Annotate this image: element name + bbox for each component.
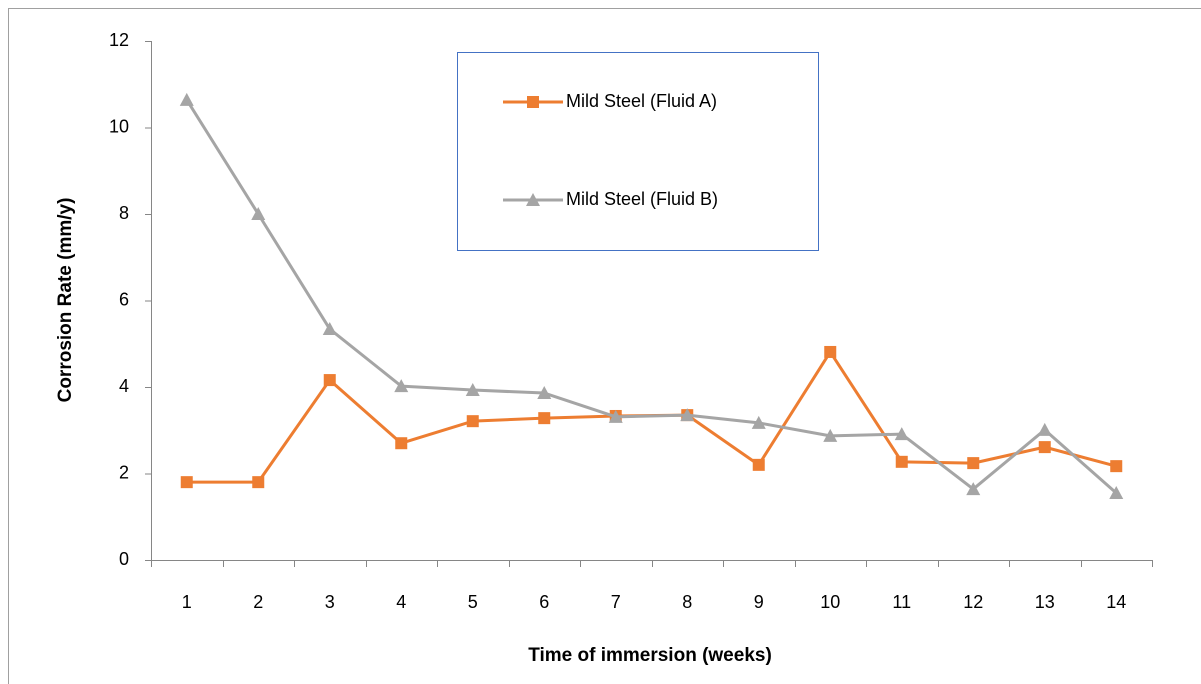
- x-tick-label: 11: [892, 592, 911, 612]
- legend-label: Mild Steel (Fluid B): [566, 189, 718, 209]
- data-point: [966, 482, 981, 496]
- data-point: [465, 383, 480, 397]
- data-point: [1109, 485, 1124, 499]
- x-tick-label: 4: [396, 592, 406, 612]
- data-point: [895, 455, 908, 468]
- y-tick-label: 2: [119, 462, 129, 482]
- x-tick-label: 1: [182, 592, 192, 612]
- data-point: [1037, 422, 1052, 436]
- series-line: [185, 99, 1118, 495]
- x-tick-label: 8: [682, 592, 692, 612]
- x-axis-title: Time of immersion (weeks): [528, 645, 772, 666]
- y-tick-label: 4: [119, 376, 129, 396]
- data-point: [823, 428, 838, 442]
- data-point: [752, 458, 765, 471]
- y-tick-label: 10: [109, 116, 129, 136]
- data-point: [608, 409, 623, 423]
- x-tick-label: 14: [1106, 592, 1126, 612]
- legend-marker: [527, 96, 539, 108]
- data-point: [680, 408, 695, 422]
- x-tick-label: 3: [325, 592, 335, 612]
- legend-marker: [526, 193, 540, 206]
- y-tick-label: 8: [119, 203, 129, 223]
- x-tick-label: 9: [754, 592, 764, 612]
- y-tick-label: 12: [109, 30, 129, 50]
- y-tick-label: 0: [119, 549, 129, 569]
- x-tick-label: 13: [1035, 592, 1055, 612]
- data-point: [252, 476, 265, 489]
- data-point: [824, 345, 837, 358]
- data-point: [179, 92, 194, 106]
- data-point: [894, 427, 909, 441]
- data-point: [751, 415, 766, 429]
- x-tick-label: 12: [963, 592, 983, 612]
- data-point: [1038, 441, 1051, 454]
- data-point: [395, 437, 408, 450]
- data-point: [394, 379, 409, 393]
- data-point: [538, 412, 551, 425]
- data-point: [251, 207, 266, 220]
- y-tick-label: 6: [119, 289, 129, 309]
- legend-label: Mild Steel (Fluid A): [566, 91, 717, 111]
- data-point: [323, 374, 336, 387]
- frame: [8, 8, 1201, 684]
- legend-box: [457, 52, 819, 251]
- data-point: [322, 322, 337, 336]
- x-tick-label: 10: [820, 592, 840, 612]
- x-tick-label: 7: [611, 592, 621, 612]
- x-tick-label: 6: [539, 592, 549, 612]
- x-tick-label: 5: [468, 592, 478, 612]
- data-point: [967, 457, 980, 470]
- data-point: [180, 476, 193, 489]
- x-tick-label: 2: [253, 592, 263, 612]
- data-point: [1110, 460, 1123, 473]
- data-point: [537, 386, 552, 400]
- data-point: [466, 415, 479, 428]
- y-axis-title: Corrosion Rate (mm/y): [55, 198, 76, 403]
